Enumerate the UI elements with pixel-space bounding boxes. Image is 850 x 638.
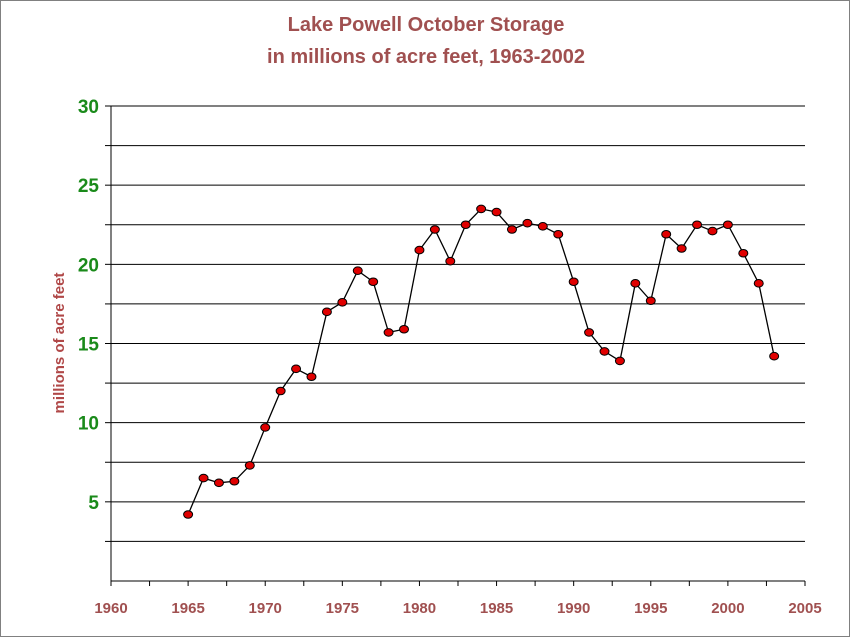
y-tick-label: 10 [78, 414, 99, 435]
data-point [537, 222, 548, 231]
data-point [414, 245, 425, 255]
data-point [753, 279, 764, 288]
data-point [506, 225, 517, 234]
data-point [275, 386, 286, 396]
y-tick-label: 15 [78, 335, 100, 356]
x-tick-label: 1960 [94, 600, 127, 617]
data-point [676, 244, 687, 253]
data-point [692, 220, 703, 230]
x-tick-label: 1965 [171, 600, 204, 617]
series-line [187, 208, 775, 515]
chart-subtitle: in millions of acre feet, 1963-2002 [267, 46, 585, 68]
data-point [553, 229, 564, 239]
data-point [491, 207, 502, 217]
x-tick-label: 2000 [711, 600, 744, 617]
x-tick-label: 1985 [480, 600, 513, 617]
data-point [445, 256, 456, 266]
x-tick-label: 1975 [326, 600, 359, 617]
series-layer [183, 204, 780, 519]
y-tick-label: 25 [78, 176, 100, 197]
x-tick-label: 1980 [403, 600, 436, 617]
x-tick-label: 2005 [788, 600, 821, 617]
data-point [399, 324, 410, 334]
tick-layer: 5 10 15 20 25 30 1960 1965 1970 1975 1980 1985 1990 1… [78, 97, 822, 617]
data-point [584, 328, 595, 337]
data-point [229, 476, 240, 486]
data-point [645, 296, 656, 306]
data-point [661, 229, 672, 239]
data-point [321, 307, 332, 317]
data-point [213, 478, 224, 488]
data-point [337, 298, 348, 307]
data-point [368, 277, 379, 287]
data-point [291, 364, 302, 374]
data-point [476, 204, 487, 214]
axis-layer [105, 105, 806, 586]
data-point [460, 220, 471, 230]
y-tick-label: 20 [78, 255, 99, 276]
data-point [722, 220, 733, 230]
data-point [183, 510, 194, 519]
x-tick-label: 1995 [634, 600, 667, 617]
data-point [198, 473, 209, 483]
data-point [568, 277, 579, 287]
data-point [599, 347, 610, 356]
data-point [522, 218, 533, 228]
data-point [429, 225, 440, 234]
x-tick-label: 1970 [249, 600, 282, 617]
grid-layer [111, 105, 805, 542]
data-point [383, 328, 394, 337]
data-point [738, 248, 749, 258]
y-tick-label: 5 [88, 493, 99, 514]
data-point [769, 351, 780, 361]
data-point [630, 279, 641, 288]
data-point [260, 423, 271, 432]
data-point [707, 226, 718, 236]
chart-title: Lake Powell October Storage [288, 14, 565, 36]
x-tick-label: 1990 [557, 600, 590, 617]
y-tick-label: 30 [78, 97, 99, 118]
y-axis-label: millions of acre feet [51, 273, 68, 414]
data-point [614, 356, 625, 366]
data-point [244, 461, 255, 470]
data-point [306, 372, 317, 382]
data-point [352, 266, 363, 275]
